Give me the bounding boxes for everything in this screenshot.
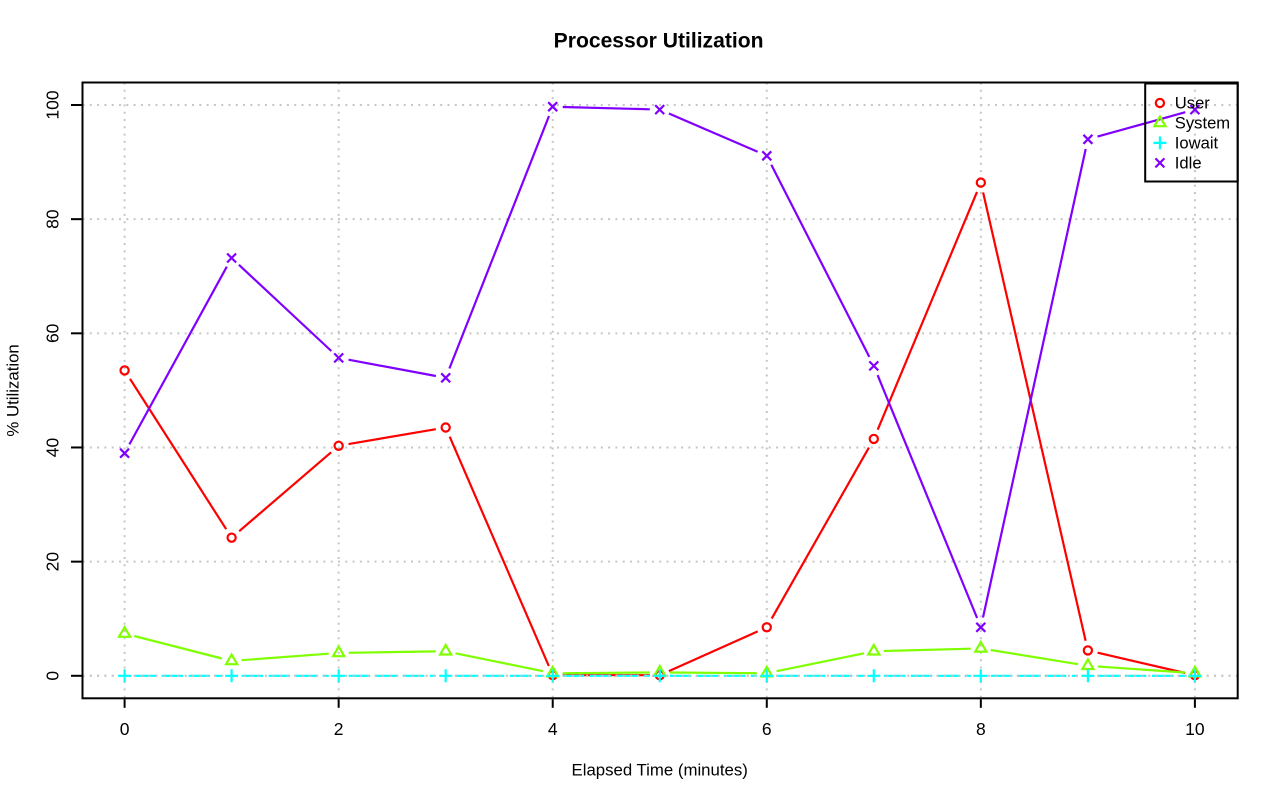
svg-text:40: 40: [43, 437, 63, 457]
svg-text:System: System: [1175, 114, 1230, 133]
svg-text:8: 8: [976, 719, 986, 739]
svg-text:% Utilization: % Utilization: [4, 344, 23, 436]
svg-text:20: 20: [43, 552, 63, 572]
svg-text:Elapsed Time (minutes): Elapsed Time (minutes): [572, 760, 748, 779]
svg-text:User: User: [1175, 94, 1211, 113]
svg-text:Processor Utilization: Processor Utilization: [554, 30, 764, 53]
svg-text:60: 60: [43, 323, 63, 343]
svg-text:100: 100: [43, 90, 63, 119]
svg-text:0: 0: [120, 719, 130, 739]
svg-text:Idle: Idle: [1175, 154, 1202, 173]
svg-text:0: 0: [43, 671, 63, 681]
svg-text:6: 6: [762, 719, 772, 739]
svg-text:10: 10: [1185, 719, 1205, 739]
svg-text:Iowait: Iowait: [1175, 134, 1219, 153]
svg-text:4: 4: [548, 719, 558, 739]
svg-text:80: 80: [43, 209, 63, 229]
svg-text:2: 2: [334, 719, 344, 739]
